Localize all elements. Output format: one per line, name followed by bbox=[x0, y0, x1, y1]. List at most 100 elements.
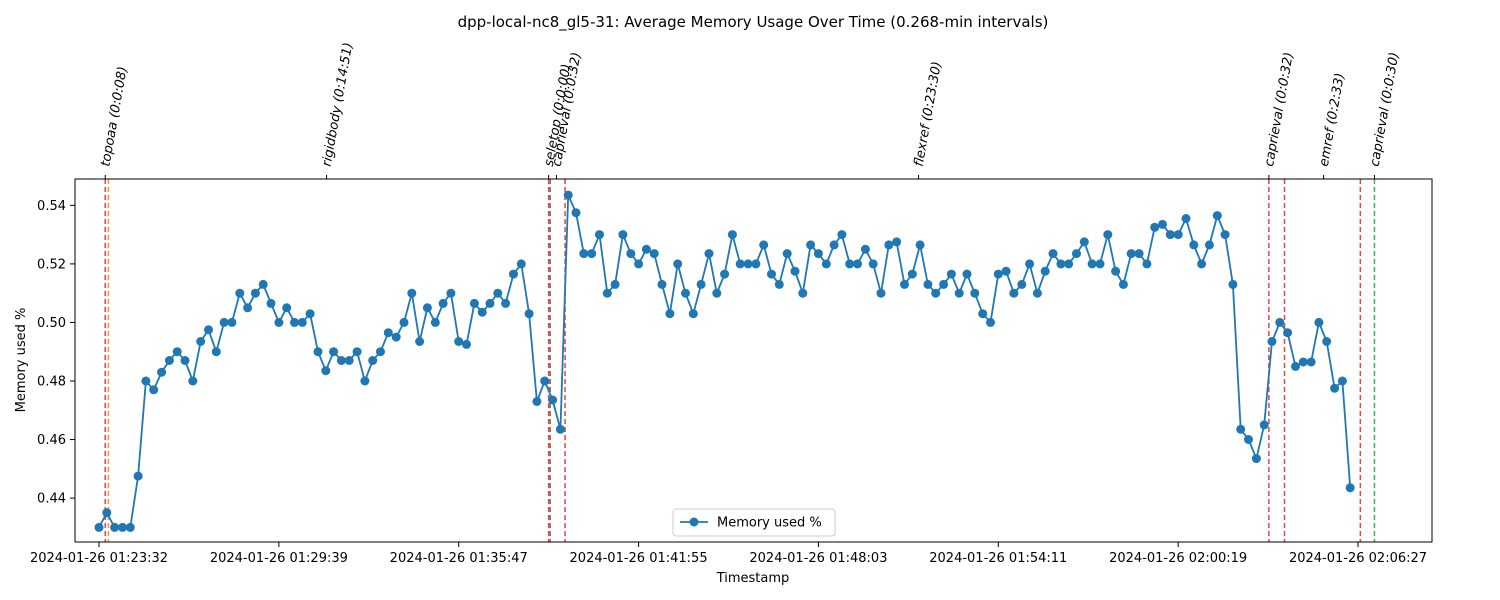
data-point bbox=[540, 376, 550, 386]
data-point bbox=[626, 249, 636, 259]
data-point bbox=[563, 190, 573, 200]
data-point bbox=[1204, 240, 1214, 250]
data-point bbox=[1032, 288, 1042, 298]
data-point bbox=[258, 279, 268, 289]
data-point bbox=[1095, 259, 1105, 269]
data-point bbox=[1142, 259, 1152, 269]
data-point bbox=[329, 347, 339, 357]
data-point bbox=[853, 259, 862, 269]
data-point bbox=[1291, 361, 1300, 371]
data-point bbox=[727, 230, 737, 240]
data-point bbox=[1298, 357, 1308, 367]
data-point bbox=[509, 269, 518, 279]
data-point bbox=[782, 249, 792, 259]
data-point bbox=[469, 298, 479, 308]
y-tick-label: 0.46 bbox=[37, 433, 66, 448]
data-point bbox=[931, 288, 941, 298]
data-point bbox=[227, 317, 237, 327]
data-point bbox=[1126, 249, 1136, 259]
data-point bbox=[548, 395, 558, 405]
data-point bbox=[798, 288, 808, 298]
data-point bbox=[407, 288, 417, 298]
data-point bbox=[868, 259, 878, 269]
event-markers bbox=[104, 179, 1376, 542]
data-point bbox=[415, 337, 425, 346]
y-tick-label: 0.54 bbox=[37, 199, 66, 214]
data-point bbox=[1064, 259, 1074, 269]
data-point bbox=[681, 288, 690, 298]
data-point bbox=[1173, 230, 1183, 240]
data-point bbox=[211, 347, 221, 357]
data-points bbox=[94, 190, 1355, 532]
data-point bbox=[907, 269, 917, 279]
data-point bbox=[1158, 219, 1167, 229]
data-point bbox=[915, 240, 925, 250]
data-point bbox=[164, 356, 174, 365]
data-point bbox=[1212, 211, 1222, 221]
legend-marker bbox=[689, 517, 699, 527]
data-point bbox=[454, 337, 464, 346]
data-point bbox=[978, 309, 988, 319]
y-tick-label: 0.44 bbox=[37, 492, 66, 507]
data-point bbox=[422, 303, 432, 313]
data-point bbox=[892, 237, 902, 247]
data-point bbox=[1330, 383, 1340, 393]
data-point bbox=[360, 376, 370, 386]
data-point bbox=[962, 269, 972, 279]
data-point bbox=[493, 288, 503, 298]
data-point bbox=[767, 269, 776, 279]
data-point bbox=[821, 259, 831, 269]
data-point bbox=[532, 397, 542, 406]
data-point bbox=[579, 249, 589, 259]
data-point bbox=[110, 522, 120, 532]
data-point bbox=[1314, 317, 1324, 327]
data-point bbox=[297, 317, 307, 327]
data-point bbox=[477, 307, 487, 317]
data-point bbox=[446, 288, 456, 298]
data-point bbox=[696, 279, 706, 289]
data-point bbox=[946, 269, 956, 279]
y-tick-label: 0.52 bbox=[37, 257, 66, 272]
data-point bbox=[102, 508, 112, 518]
data-point bbox=[125, 522, 135, 532]
y-axis-label: Memory used % bbox=[14, 308, 29, 413]
data-point bbox=[180, 356, 190, 365]
data-point bbox=[790, 266, 800, 276]
data-point bbox=[219, 317, 229, 327]
data-point bbox=[321, 366, 331, 376]
data-point bbox=[641, 244, 651, 254]
data-point bbox=[1259, 420, 1269, 430]
data-point bbox=[813, 249, 823, 259]
data-point bbox=[1337, 376, 1347, 386]
x-tick-label: 2024-01-26 02:06:27 bbox=[1289, 551, 1427, 566]
data-point bbox=[735, 259, 745, 269]
x-tick-label: 2024-01-26 01:29:39 bbox=[210, 551, 348, 566]
data-point bbox=[485, 298, 495, 308]
data-point bbox=[141, 376, 151, 386]
data-point bbox=[571, 208, 581, 218]
data-point bbox=[1079, 237, 1089, 247]
data-point bbox=[250, 288, 260, 298]
data-point bbox=[986, 317, 995, 327]
data-point bbox=[1244, 435, 1253, 444]
data-point bbox=[1189, 240, 1199, 250]
data-point bbox=[1283, 328, 1293, 338]
data-point bbox=[305, 309, 315, 319]
data-point bbox=[383, 328, 393, 338]
data-point bbox=[1017, 279, 1027, 289]
data-point bbox=[352, 347, 362, 357]
data-point bbox=[884, 240, 894, 250]
data-point bbox=[1040, 266, 1050, 276]
data-point bbox=[1134, 249, 1144, 259]
data-point bbox=[774, 279, 784, 289]
data-point bbox=[1087, 259, 1097, 269]
data-point bbox=[1197, 259, 1207, 269]
data-point bbox=[1345, 483, 1355, 493]
data-point bbox=[806, 240, 816, 250]
chart-title: dpp-local-nc8_gl5-31: Average Memory Usa… bbox=[458, 13, 1049, 32]
data-point bbox=[634, 259, 644, 269]
data-point bbox=[954, 288, 964, 298]
data-point bbox=[1275, 317, 1285, 327]
